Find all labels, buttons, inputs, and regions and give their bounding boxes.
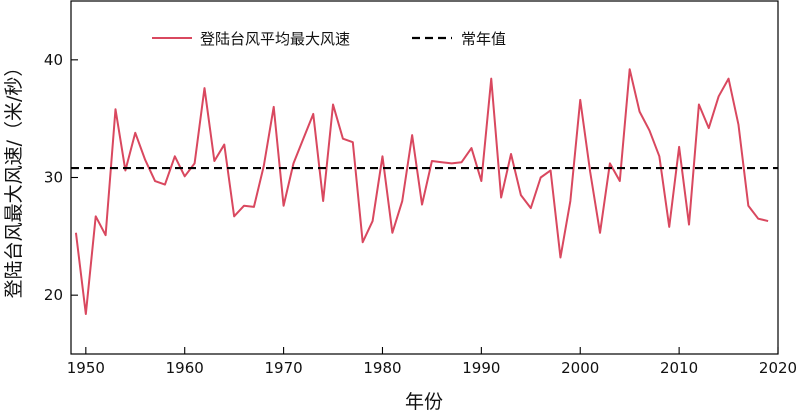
y-tick-label-30: 30 xyxy=(44,169,63,187)
series-mean-wind-line xyxy=(74,68,769,315)
x-tick-label-2020: 2020 xyxy=(759,359,797,377)
plot-frame xyxy=(70,0,779,355)
x-tick-label-2010: 2010 xyxy=(660,359,698,377)
x-axis-title: 年份 xyxy=(405,391,443,413)
series-layer xyxy=(71,68,778,315)
y-tick-label-40: 40 xyxy=(44,51,63,69)
x-tick-label-1990: 1990 xyxy=(462,359,500,377)
legend-label-mean-wind: 登陆台风平均最大风速 xyxy=(200,30,350,48)
legend: 登陆台风平均最大风速 常年值 xyxy=(152,30,506,48)
x-tick-label-2000: 2000 xyxy=(561,359,599,377)
legend-label-normal: 常年值 xyxy=(461,30,506,48)
y-tick-label-20: 20 xyxy=(44,286,63,304)
x-tick-label-1960: 1960 xyxy=(166,359,204,377)
x-tick-label-1970: 1970 xyxy=(265,359,303,377)
y-axis-title: 登陆台风最大风速/（米/秒） xyxy=(3,58,25,299)
x-tick-label-1980: 1980 xyxy=(363,359,401,377)
x-tick-label-1950: 1950 xyxy=(67,359,105,377)
